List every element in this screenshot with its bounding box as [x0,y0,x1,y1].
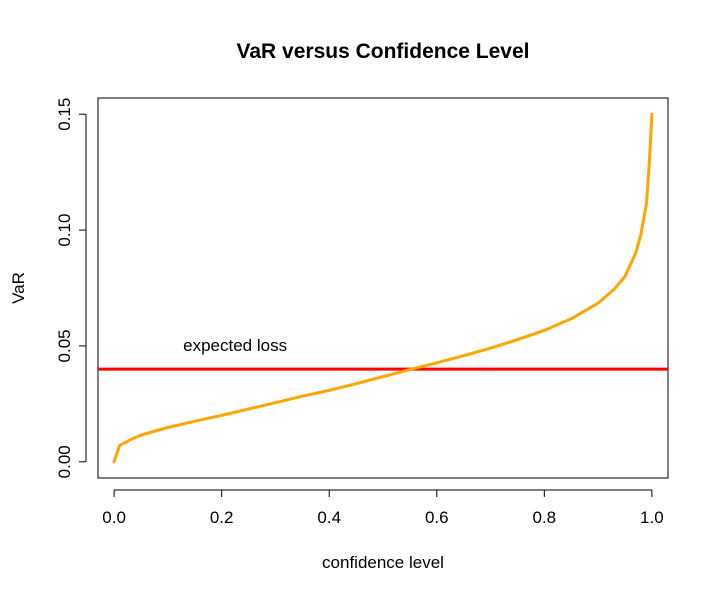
x-tick-label: 0.0 [102,508,126,527]
y-axis-label: VaR [9,272,28,304]
expected-loss-label: expected loss [183,336,287,355]
x-axis-label: confidence level [322,553,444,572]
x-tick-label: 0.8 [533,508,557,527]
series-group [112,112,654,464]
x-tick-label: 0.2 [210,508,234,527]
y-tick-label: 0.15 [55,98,74,131]
y-axis: 0.00 0.05 0.10 0.15 [55,98,87,478]
x-tick-label: 1.0 [640,508,664,527]
y-tick-label: 0.00 [55,445,74,478]
var-curve [112,112,654,464]
y-tick-label: 0.05 [55,329,74,362]
x-axis: 0.0 0.2 0.4 0.6 0.8 1.0 [102,489,664,527]
y-tick-label: 0.10 [55,214,74,247]
x-tick-label: 0.4 [317,508,341,527]
plot-frame [97,97,669,479]
x-tick-label: 0.6 [425,508,449,527]
chart-title: VaR versus Confidence Level [237,40,530,63]
